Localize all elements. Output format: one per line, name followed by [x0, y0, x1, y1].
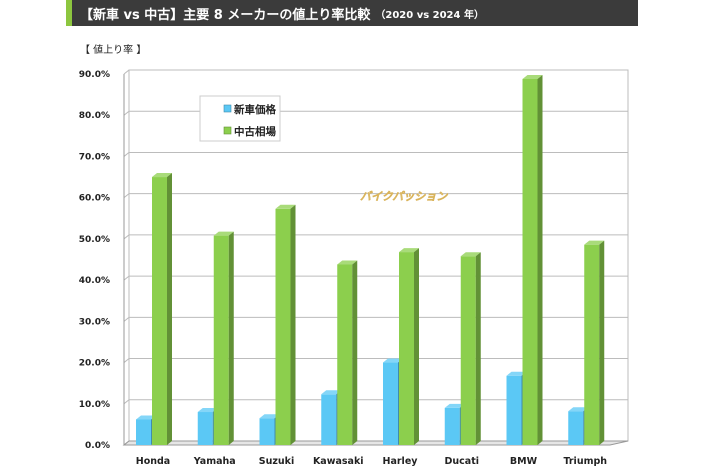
x-tick-label: Kawasaki: [313, 456, 364, 467]
bar-used-price: [337, 264, 353, 445]
y-tick-label: 90.0%: [79, 70, 110, 80]
x-tick-label: Triumph: [563, 456, 607, 467]
chart-title: 【新車 vs 中古】主要 8 メーカーの値上り率比較: [80, 7, 371, 23]
gridline-depth: [123, 275, 130, 281]
bar-used-price: [460, 256, 476, 445]
bar-side: [290, 204, 296, 445]
bar-side: [167, 173, 172, 446]
bar-side: [475, 252, 481, 445]
gridline-depth: [123, 358, 130, 363]
legend-swatch: [223, 104, 232, 113]
bar-new-price: [383, 362, 398, 445]
y-tick-label: 60.0%: [79, 194, 110, 204]
bar-top: [337, 260, 358, 265]
bar-side: [414, 248, 419, 445]
bar-top: [259, 414, 280, 419]
gridline-depth: [123, 234, 130, 240]
y-tick-label: 30.0%: [79, 317, 110, 327]
y-tick-label: 70.0%: [79, 152, 110, 162]
y-tick-label: 10.0%: [79, 400, 110, 410]
bar-top: [275, 204, 296, 209]
legend-box: [199, 95, 281, 142]
chart-title-bar: 【新車 vs 中古】主要 8 メーカーの値上り率比較 （2020 vs 2024…: [66, 0, 638, 26]
bar-used-price: [584, 244, 600, 445]
legend-swatch: [223, 126, 232, 135]
y-tick-label: 0.0%: [85, 441, 110, 451]
bar-new-price: [506, 375, 522, 445]
bar-top: [584, 240, 605, 245]
bar-top: [506, 371, 527, 376]
x-tick-label: Honda: [136, 456, 170, 467]
gridline-depth: [123, 110, 130, 116]
x-tick-label: Harley: [383, 456, 419, 467]
bar-top: [321, 390, 342, 395]
y-tick-label: 80.0%: [79, 111, 110, 121]
bar-used-price: [275, 208, 291, 445]
y-axis-label: 【 値上り率 】: [80, 45, 147, 56]
bar-top: [522, 74, 543, 79]
legend-label: 中古相場: [234, 125, 276, 138]
bar-used-price: [213, 235, 229, 445]
bar-new-price: [136, 419, 151, 445]
x-tick-label: Ducati: [445, 456, 480, 467]
gridline-depth: [123, 316, 130, 322]
y-tick-label: 50.0%: [79, 235, 110, 245]
bar-top: [213, 231, 234, 236]
bar-new-price: [444, 407, 460, 445]
bar-new-price: [321, 394, 337, 445]
bar-side: [352, 260, 358, 445]
bar-top: [460, 252, 481, 257]
bar-top: [568, 407, 589, 412]
watermark-text: バイクパッション: [360, 190, 448, 203]
gridline-depth: [123, 399, 130, 405]
bar-top: [399, 248, 419, 253]
legend-label: 新車価格: [234, 103, 276, 116]
bar-used-price: [399, 252, 414, 445]
bar-side: [228, 231, 234, 445]
gridline-depth: [123, 193, 130, 199]
bar-top: [444, 403, 465, 408]
y-tick-label: 40.0%: [79, 276, 110, 286]
bar-new-price: [568, 411, 584, 445]
gridline-depth: [123, 152, 130, 157]
bar-top: [152, 173, 172, 178]
gridline-depth: [123, 69, 130, 75]
x-tick-label: BMW: [510, 456, 538, 467]
y-tick-label: 20.0%: [79, 359, 110, 369]
bar-new-price: [197, 412, 213, 445]
bar-side: [599, 240, 605, 445]
x-tick-label: Yamaha: [193, 456, 236, 467]
bar-top: [136, 415, 156, 420]
bar-used-price: [152, 177, 167, 446]
chart-subtitle: （2020 vs 2024 年）: [375, 9, 484, 21]
bar-new-price: [259, 418, 275, 445]
x-tick-label: Suzuki: [259, 456, 294, 467]
bar-top: [383, 358, 403, 363]
bar-side: [537, 74, 543, 446]
bar-top: [197, 408, 218, 413]
bar-used-price: [522, 78, 538, 446]
